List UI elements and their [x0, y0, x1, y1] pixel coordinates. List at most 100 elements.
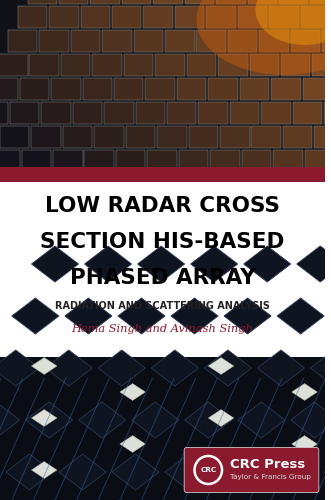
- Polygon shape: [199, 102, 228, 124]
- Polygon shape: [0, 126, 29, 148]
- Polygon shape: [116, 150, 145, 172]
- Polygon shape: [8, 30, 37, 52]
- Polygon shape: [208, 462, 234, 478]
- Polygon shape: [232, 174, 261, 196]
- Polygon shape: [94, 126, 124, 148]
- Polygon shape: [143, 6, 173, 28]
- Polygon shape: [242, 150, 271, 172]
- Polygon shape: [80, 6, 110, 28]
- Polygon shape: [118, 298, 165, 334]
- Polygon shape: [218, 454, 265, 490]
- Polygon shape: [134, 30, 163, 52]
- Ellipse shape: [256, 0, 331, 45]
- Polygon shape: [122, 0, 151, 4]
- Polygon shape: [78, 402, 126, 438]
- Polygon shape: [43, 174, 73, 196]
- Polygon shape: [204, 350, 252, 386]
- Polygon shape: [191, 246, 238, 282]
- Polygon shape: [218, 54, 248, 76]
- Polygon shape: [31, 462, 57, 478]
- Polygon shape: [22, 150, 51, 172]
- Polygon shape: [75, 174, 104, 196]
- Polygon shape: [31, 126, 61, 148]
- Polygon shape: [279, 0, 308, 4]
- Polygon shape: [49, 6, 78, 28]
- Polygon shape: [138, 174, 167, 196]
- Polygon shape: [238, 6, 267, 28]
- Polygon shape: [301, 6, 330, 28]
- Polygon shape: [324, 454, 331, 490]
- Polygon shape: [303, 78, 331, 100]
- Polygon shape: [248, 0, 277, 4]
- Polygon shape: [53, 150, 82, 172]
- Polygon shape: [82, 78, 112, 100]
- Polygon shape: [104, 102, 134, 124]
- Polygon shape: [136, 102, 165, 124]
- Polygon shape: [98, 350, 145, 386]
- Polygon shape: [310, 350, 331, 386]
- Polygon shape: [292, 384, 317, 400]
- Polygon shape: [169, 174, 199, 196]
- Polygon shape: [244, 246, 291, 282]
- Polygon shape: [277, 298, 324, 334]
- Polygon shape: [273, 150, 303, 172]
- Polygon shape: [293, 102, 322, 124]
- Polygon shape: [0, 350, 39, 386]
- Polygon shape: [283, 126, 312, 148]
- Polygon shape: [269, 6, 299, 28]
- Polygon shape: [250, 54, 279, 76]
- Polygon shape: [27, 0, 57, 4]
- Polygon shape: [61, 54, 90, 76]
- Text: RADIATION AND SCATTERING ANALYSIS: RADIATION AND SCATTERING ANALYSIS: [55, 301, 270, 311]
- Bar: [0, 0, 325, 167]
- Text: CRC: CRC: [200, 467, 216, 473]
- Polygon shape: [230, 102, 260, 124]
- Polygon shape: [208, 410, 234, 426]
- Polygon shape: [41, 102, 71, 124]
- Text: LOW RADAR CROSS: LOW RADAR CROSS: [45, 196, 280, 216]
- Polygon shape: [208, 78, 238, 100]
- Polygon shape: [71, 30, 100, 52]
- Polygon shape: [0, 54, 27, 76]
- Polygon shape: [120, 436, 145, 452]
- Polygon shape: [220, 126, 250, 148]
- Polygon shape: [10, 102, 39, 124]
- Text: PHASED ARRAY: PHASED ARRAY: [70, 268, 256, 288]
- Polygon shape: [155, 54, 185, 76]
- Polygon shape: [0, 402, 20, 438]
- Polygon shape: [240, 78, 269, 100]
- Polygon shape: [165, 30, 195, 52]
- Polygon shape: [84, 150, 114, 172]
- Polygon shape: [177, 78, 206, 100]
- Polygon shape: [206, 6, 236, 28]
- Polygon shape: [224, 298, 271, 334]
- Polygon shape: [260, 30, 289, 52]
- Polygon shape: [305, 150, 331, 172]
- Polygon shape: [45, 350, 92, 386]
- Polygon shape: [51, 78, 80, 100]
- Polygon shape: [322, 30, 331, 52]
- Polygon shape: [258, 350, 305, 386]
- Polygon shape: [263, 174, 293, 196]
- Polygon shape: [179, 150, 208, 172]
- Polygon shape: [92, 54, 122, 76]
- Polygon shape: [124, 54, 153, 76]
- Bar: [0, 182, 325, 357]
- Text: CRC Press: CRC Press: [230, 458, 305, 470]
- Polygon shape: [31, 410, 57, 426]
- Polygon shape: [126, 126, 155, 148]
- Polygon shape: [106, 174, 136, 196]
- Polygon shape: [185, 402, 232, 438]
- Polygon shape: [20, 78, 49, 100]
- Bar: [0, 167, 325, 182]
- Polygon shape: [12, 174, 41, 196]
- Polygon shape: [6, 454, 53, 490]
- Polygon shape: [291, 30, 320, 52]
- Polygon shape: [210, 150, 240, 172]
- Polygon shape: [73, 102, 102, 124]
- Polygon shape: [114, 78, 143, 100]
- Polygon shape: [0, 174, 10, 196]
- Polygon shape: [59, 0, 88, 4]
- Polygon shape: [228, 30, 258, 52]
- Ellipse shape: [197, 0, 331, 75]
